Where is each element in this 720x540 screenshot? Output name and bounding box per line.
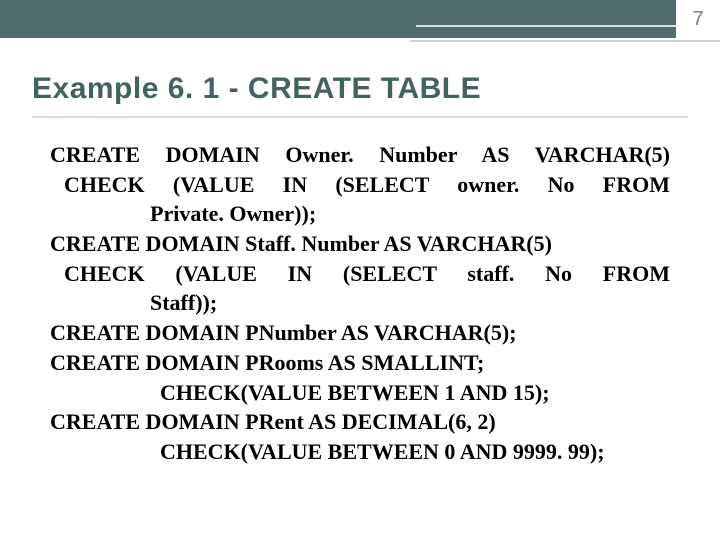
slide-title: Example 6. 1 - CREATE TABLE (32, 72, 481, 106)
code-line: CHECK(VALUE BETWEEN 0 AND 9999. 99); (160, 437, 670, 467)
page-number: 7 (676, 0, 720, 38)
topbar-line-2 (410, 40, 720, 42)
code-line: CHECK (VALUE IN (SELECT owner. No FROM (64, 170, 670, 200)
code-line: CREATE DOMAIN Owner. Number AS VARCHAR(5… (50, 140, 670, 170)
code-line: Private. Owner)); (150, 199, 670, 229)
topbar-line-1 (416, 25, 676, 27)
code-line: CREATE DOMAIN Staff. Number AS VARCHAR(5… (50, 229, 670, 259)
title-underline (32, 116, 688, 118)
code-line: CREATE DOMAIN PNumber AS VARCHAR(5); (50, 318, 670, 348)
code-line: Staff)); (150, 288, 670, 318)
slide: 7 Example 6. 1 - CREATE TABLE CREATE DOM… (0, 0, 720, 540)
topbar (0, 0, 720, 38)
code-line: CHECK (VALUE IN (SELECT staff. No FROM (64, 259, 670, 289)
code-line: CREATE DOMAIN PRooms AS SMALLINT; (50, 348, 670, 378)
slide-body: CREATE DOMAIN Owner. Number AS VARCHAR(5… (50, 140, 670, 467)
code-line: CHECK(VALUE BETWEEN 1 AND 15); (160, 378, 670, 408)
code-line: CREATE DOMAIN PRent AS DECIMAL(6, 2) (50, 407, 670, 437)
